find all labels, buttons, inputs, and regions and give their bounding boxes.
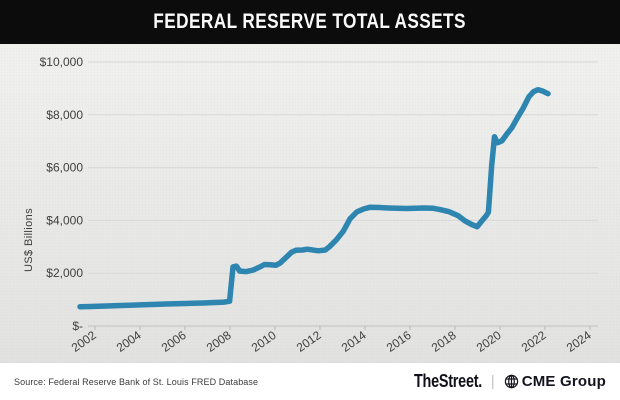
brand-separator: | — [490, 373, 495, 390]
thestreet-logo: TheStreet. — [413, 371, 482, 391]
y-tick-label: $- — [72, 319, 83, 333]
x-tick-label: 2016 — [384, 328, 414, 355]
x-tick-label: 2010 — [249, 328, 279, 355]
x-tick-label: 2008 — [204, 328, 234, 355]
y-tick-label: $6,000 — [46, 161, 83, 175]
x-tick-label: 2020 — [474, 328, 504, 355]
y-tick-label: $8,000 — [46, 108, 83, 122]
source-attribution: Source: Federal Reserve Bank of St. Loui… — [14, 376, 259, 387]
y-tick-label: $4,000 — [46, 213, 83, 227]
x-tick-label: 2022 — [519, 328, 549, 355]
x-tick-label: 2024 — [564, 328, 594, 355]
footer: Source: Federal Reserve Bank of St. Loui… — [0, 362, 620, 400]
x-tick-label: 2018 — [429, 328, 459, 355]
total-assets-line — [77, 86, 551, 310]
title-bar: FEDERAL RESERVE TOTAL ASSETS — [0, 0, 620, 44]
x-tick-label: 2014 — [339, 328, 369, 355]
cme-group-logo: CME Group — [504, 373, 606, 390]
y-axis-title: US$ Billions — [23, 207, 35, 273]
cme-group-label: CME Group — [521, 373, 606, 390]
y-tick-label: $2,000 — [46, 266, 83, 280]
x-tick-label: 2006 — [159, 328, 189, 355]
x-tick-label: 2012 — [294, 328, 324, 355]
chart-area: $- $2,000 $4,000 $6,000 $8,000 $10,000 2002 200… — [0, 44, 620, 362]
brand-logos: TheStreet. | CME Group — [397, 371, 606, 392]
x-tick-label: 2004 — [114, 328, 144, 355]
chart-title: FEDERAL RESERVE TOTAL ASSETS — [153, 10, 467, 33]
y-tick-label: $10,000 — [40, 55, 84, 69]
globe-icon — [504, 374, 518, 389]
